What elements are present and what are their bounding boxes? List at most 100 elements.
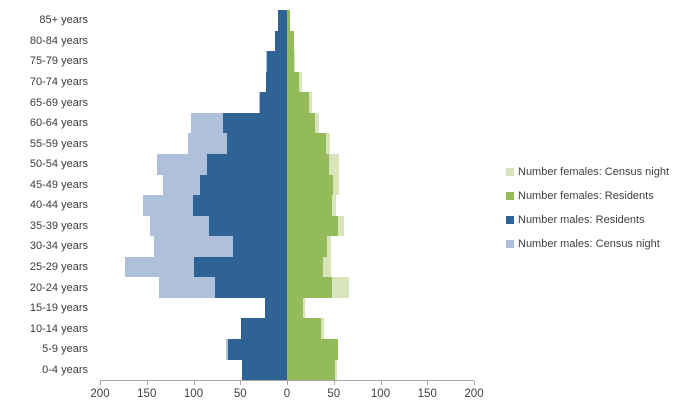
- y-axis-labels: 85+ years 80-84 years 75-79 years 70-74 yea…: [0, 10, 95, 380]
- pyramid-row-5-9-years: [100, 339, 474, 360]
- bar-number-males-residents-25-29-years: [193, 256, 287, 278]
- x-axis-tick: [333, 381, 335, 385]
- x-axis-tick: [146, 381, 148, 385]
- x-axis-tick: [474, 381, 475, 385]
- x-axis-tick: [380, 381, 382, 385]
- pyramid-row-80-84-years: [100, 30, 474, 52]
- pyramid-row-35-39-years: [100, 215, 474, 237]
- bar-number-females-residents-20-24-years: [287, 277, 332, 298]
- y-axis-label-10-14-years: 10-14 years: [29, 322, 88, 335]
- bar-number-females-residents-35-39-years: [287, 215, 339, 237]
- pyramid-row-15-19-years: [100, 297, 474, 319]
- bar-number-males-residents-55-59-years: [227, 133, 287, 154]
- bar-number-males-residents-20-24-years: [215, 277, 287, 298]
- y-axis-label-65-69-years: 65-69 years: [29, 96, 88, 109]
- half-left: [100, 51, 287, 72]
- y-axis-label-80-84-years: 80-84 years: [29, 34, 88, 47]
- half-right: [287, 153, 474, 175]
- half-left: [100, 195, 287, 216]
- bar-number-males-residents-35-39-years: [209, 215, 287, 237]
- half-left: [100, 133, 287, 154]
- plot-area: 200 150 100 50 0 50 100 150 200: [90, 10, 484, 400]
- pyramid-row-25-29-years: [100, 256, 474, 278]
- legend-item-number-males-residents: Number males: Residents: [506, 208, 669, 232]
- y-axis-label-60-64-years: 60-64 years: [29, 117, 88, 130]
- x-axis-tick-label: 150: [137, 388, 157, 400]
- bar-number-females-residents-25-29-years: [287, 256, 323, 278]
- y-axis-label-55-59-years: 55-59 years: [29, 137, 88, 150]
- x-axis-tick-labels: 200 150 100 50 0 50 100 150 200: [90, 388, 483, 404]
- bar-number-females-residents-60-64-years: [287, 112, 316, 134]
- legend-label: Number females: Residents: [518, 190, 654, 202]
- pyramid-row-70-74-years: [100, 71, 474, 93]
- legend-label: Number males: Census night: [518, 238, 660, 250]
- y-axis-label-35-39-years: 35-39 years: [29, 219, 88, 232]
- half-left: [100, 297, 287, 319]
- half-left: [100, 236, 287, 257]
- half-right: [287, 215, 474, 237]
- x-axis-tick-label: 0: [283, 388, 291, 400]
- half-right: [287, 133, 474, 154]
- bar-number-males-residents-65-69-years: [259, 92, 287, 113]
- x-axis-tick-label: 200: [90, 388, 110, 400]
- x-axis-tick-label: 100: [370, 388, 391, 400]
- y-axis-label-40-44-years: 40-44 years: [29, 199, 88, 212]
- x-axis-tick: [240, 381, 242, 385]
- legend-swatch-icon: [506, 216, 514, 224]
- half-left: [100, 256, 287, 278]
- pyramid-row-30-34-years: [100, 236, 474, 257]
- bar-number-males-residents-85-years: [277, 10, 287, 31]
- pyramid-row-55-59-years: [100, 133, 474, 154]
- half-right: [287, 30, 474, 52]
- bar-number-females-residents-50-54-years: [287, 153, 330, 175]
- half-right: [287, 10, 474, 31]
- bar-number-males-residents-5-9-years: [228, 339, 287, 360]
- bar-number-males-residents-45-49-years: [200, 174, 287, 196]
- bar-number-females-residents-5-9-years: [287, 339, 339, 360]
- half-right: [287, 112, 474, 134]
- half-right: [287, 256, 474, 278]
- legend-label: Number females: Census night: [518, 166, 670, 178]
- bar-number-females-residents-80-84-years: [287, 30, 295, 52]
- x-axis-line: [100, 380, 474, 381]
- pyramid-row-0-4-years: [100, 359, 474, 381]
- bar-number-females-residents-10-14-years: [287, 318, 321, 339]
- bar-number-males-residents-0-4-years: [242, 359, 287, 381]
- legend-item-number-females-census-night: Number females: Census night: [506, 160, 669, 184]
- half-right: [287, 297, 474, 319]
- half-right: [287, 71, 474, 93]
- y-axis-label-0-4-years: 0-4 years: [42, 363, 88, 376]
- half-left: [100, 71, 287, 93]
- y-axis-label-45-49-years: 45-49 years: [29, 178, 88, 191]
- legend-swatch-icon: [506, 168, 514, 176]
- bar-number-males-residents-10-14-years: [241, 318, 287, 339]
- y-axis-label-75-79-years: 75-79 years: [29, 55, 88, 68]
- y-axis-label-25-29-years: 25-29 years: [29, 261, 88, 274]
- x-axis-tick: [193, 381, 195, 385]
- half-right: [287, 51, 474, 72]
- legend-item-number-males-census-night: Number males: Census night: [506, 232, 669, 256]
- bar-number-females-residents-15-19-years: [287, 297, 303, 319]
- bar-number-females-residents-85-years: [287, 10, 290, 31]
- pyramid-row-75-79-years: [100, 51, 474, 72]
- half-left: [100, 215, 287, 237]
- bar-number-females-residents-55-59-years: [287, 133, 327, 154]
- half-left: [100, 339, 287, 360]
- half-left: [100, 92, 287, 113]
- half-left: [100, 359, 287, 381]
- legend-item-number-females-residents: Number females: Residents: [506, 184, 669, 208]
- pyramid-row-20-24-years: [100, 277, 474, 298]
- x-axis-tick-label: 150: [417, 388, 437, 400]
- legend-label: Number males: Residents: [518, 214, 645, 226]
- bar-number-females-residents-45-49-years: [287, 174, 333, 196]
- pyramid-row-85-years: [100, 10, 474, 31]
- bar-number-males-residents-15-19-years: [264, 297, 287, 319]
- half-left: [100, 30, 287, 52]
- bar-number-females-residents-40-44-years: [287, 195, 332, 216]
- bar-number-females-residents-65-69-years: [287, 92, 310, 113]
- bar-number-males-residents-50-54-years: [206, 153, 287, 175]
- half-right: [287, 174, 474, 196]
- y-axis-label-20-24-years: 20-24 years: [29, 281, 88, 294]
- bar-number-females-residents-75-79-years: [287, 51, 294, 72]
